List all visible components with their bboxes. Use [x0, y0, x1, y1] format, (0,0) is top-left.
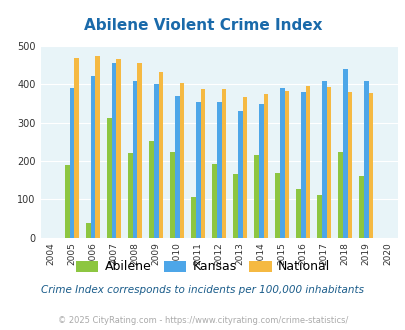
Bar: [221, 89, 226, 238]
Bar: [107, 118, 111, 238]
Bar: [358, 176, 363, 238]
Bar: [363, 81, 368, 238]
Bar: [95, 56, 100, 238]
Bar: [111, 63, 116, 238]
Bar: [263, 94, 268, 238]
Bar: [132, 81, 137, 238]
Bar: [137, 63, 142, 238]
Bar: [233, 175, 237, 238]
Bar: [338, 152, 342, 238]
Bar: [305, 85, 309, 238]
Bar: [342, 69, 347, 238]
Bar: [70, 88, 74, 238]
Bar: [65, 165, 70, 238]
Bar: [347, 92, 352, 238]
Bar: [237, 111, 242, 238]
Bar: [128, 152, 132, 238]
Bar: [153, 84, 158, 238]
Text: Crime Index corresponds to incidents per 100,000 inhabitants: Crime Index corresponds to incidents per…: [41, 285, 364, 295]
Bar: [296, 189, 300, 238]
Bar: [74, 58, 79, 238]
Text: Abilene Violent Crime Index: Abilene Violent Crime Index: [83, 18, 322, 33]
Bar: [179, 82, 184, 238]
Bar: [284, 91, 288, 238]
Legend: Abilene, Kansas, National: Abilene, Kansas, National: [70, 255, 335, 279]
Bar: [216, 102, 221, 238]
Bar: [300, 92, 305, 238]
Bar: [317, 195, 321, 238]
Bar: [275, 173, 279, 238]
Bar: [158, 72, 163, 238]
Bar: [200, 89, 205, 238]
Bar: [258, 104, 263, 238]
Bar: [175, 96, 179, 238]
Bar: [254, 155, 258, 238]
Bar: [91, 76, 95, 238]
Bar: [116, 59, 121, 238]
Bar: [279, 88, 284, 238]
Bar: [191, 197, 196, 238]
Bar: [170, 152, 175, 238]
Bar: [86, 223, 91, 238]
Bar: [368, 92, 372, 238]
Bar: [149, 141, 153, 238]
Bar: [212, 164, 216, 238]
Bar: [242, 97, 247, 238]
Text: © 2025 CityRating.com - https://www.cityrating.com/crime-statistics/: © 2025 CityRating.com - https://www.city…: [58, 315, 347, 325]
Bar: [326, 87, 330, 238]
Bar: [196, 102, 200, 238]
Bar: [321, 81, 326, 238]
